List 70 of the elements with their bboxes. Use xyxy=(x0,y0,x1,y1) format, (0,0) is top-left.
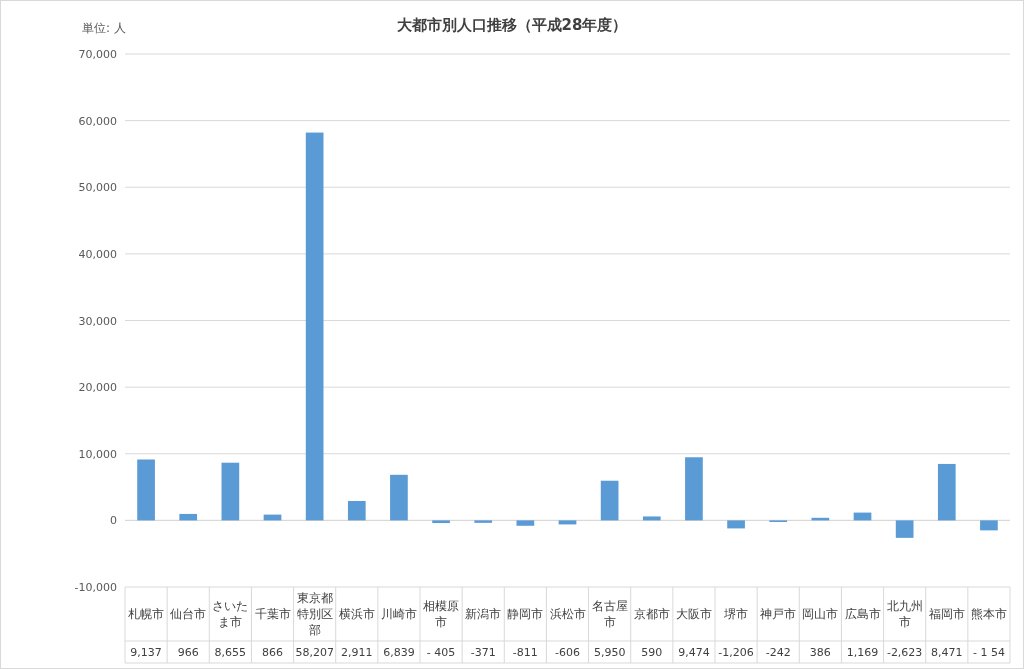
x-tick-label: 静岡市 xyxy=(507,607,544,621)
x-tick-label: 堺市 xyxy=(723,607,749,621)
x-tick-label: 千葉市 xyxy=(254,607,291,621)
y-tick-label: 0 xyxy=(110,514,117,528)
bar xyxy=(347,500,366,521)
data-label: -371 xyxy=(470,646,496,659)
y-tick-label: 40,000 xyxy=(78,247,117,261)
x-tick-label: 仙台市 xyxy=(170,607,207,621)
y-tick-label: -10,000 xyxy=(74,581,117,594)
x-tick-label: 大阪市 xyxy=(675,607,712,621)
data-label: 866 xyxy=(262,646,283,659)
y-axis-title: 単位: 人 xyxy=(82,21,126,35)
y-tick-label: 20,000 xyxy=(78,381,117,395)
bar xyxy=(179,513,198,521)
bar xyxy=(221,462,240,521)
x-tick-label: 新潟市 xyxy=(465,607,502,621)
bar xyxy=(685,457,703,521)
data-label: - 405 xyxy=(426,646,456,659)
data-label: 9,474 xyxy=(678,646,710,659)
y-tick-label: 70,000 xyxy=(78,48,117,61)
x-tick-label: 浜松市 xyxy=(549,607,586,621)
x-tick-label: 神戸市 xyxy=(760,607,797,621)
data-label: 58,207 xyxy=(295,646,334,659)
data-label: 2,911 xyxy=(341,646,373,659)
data-label: 8,471 xyxy=(931,646,963,659)
bar xyxy=(980,520,998,531)
x-tick-label: 広島市 xyxy=(844,607,881,621)
data-label: 9,137 xyxy=(130,646,162,659)
x-tick-label: 熊本市 xyxy=(970,607,1007,621)
chart-title: 大都市別人口推移（平成28年度） xyxy=(396,16,628,34)
bar xyxy=(474,520,493,523)
x-tick-label: 福岡市 xyxy=(928,607,965,621)
data-label: 590 xyxy=(641,646,663,659)
data-label: 1,169 xyxy=(846,646,879,659)
bar xyxy=(895,520,914,538)
y-tick-label: 50,000 xyxy=(78,181,117,195)
data-label: -606 xyxy=(555,646,580,659)
bar xyxy=(642,516,661,521)
x-tick-label: 京都市 xyxy=(633,607,670,621)
bar xyxy=(937,463,956,521)
bar xyxy=(558,520,577,525)
bar xyxy=(137,459,155,521)
x-tick-label: 北九州市 xyxy=(886,599,923,629)
x-tick-label: 名古屋市 xyxy=(591,599,628,629)
data-label: 5,950 xyxy=(593,646,626,659)
bar xyxy=(305,132,324,521)
x-tick-label: 東京都特別区部 xyxy=(296,591,333,637)
data-label: -242 xyxy=(765,646,791,659)
data-label: -811 xyxy=(512,646,538,659)
x-tick-label: 岡山市 xyxy=(802,607,839,621)
bar xyxy=(390,474,408,521)
bar xyxy=(432,520,450,524)
bar xyxy=(516,520,535,526)
x-tick-label: 川崎市 xyxy=(380,607,417,621)
data-label: -2,623 xyxy=(886,646,923,659)
data-label: 6,839 xyxy=(383,646,415,659)
data-label: 966 xyxy=(177,646,199,659)
bar xyxy=(600,480,619,521)
x-tick-label: 札幌市 xyxy=(128,607,165,621)
y-tick-label: 30,000 xyxy=(78,314,117,328)
x-tick-label: 相模原市 xyxy=(423,599,460,629)
data-label: 8,655 xyxy=(214,646,247,659)
y-tick-label: 60,000 xyxy=(78,114,117,128)
y-tick-label: 10,000 xyxy=(78,447,117,461)
data-label: -1,206 xyxy=(718,646,754,659)
data-label: - 1 54 xyxy=(972,646,1005,659)
x-tick-label: さいたま市 xyxy=(212,599,249,629)
bar xyxy=(727,520,745,529)
data-label: 386 xyxy=(809,646,831,659)
x-tick-label: 横浜市 xyxy=(338,607,375,621)
